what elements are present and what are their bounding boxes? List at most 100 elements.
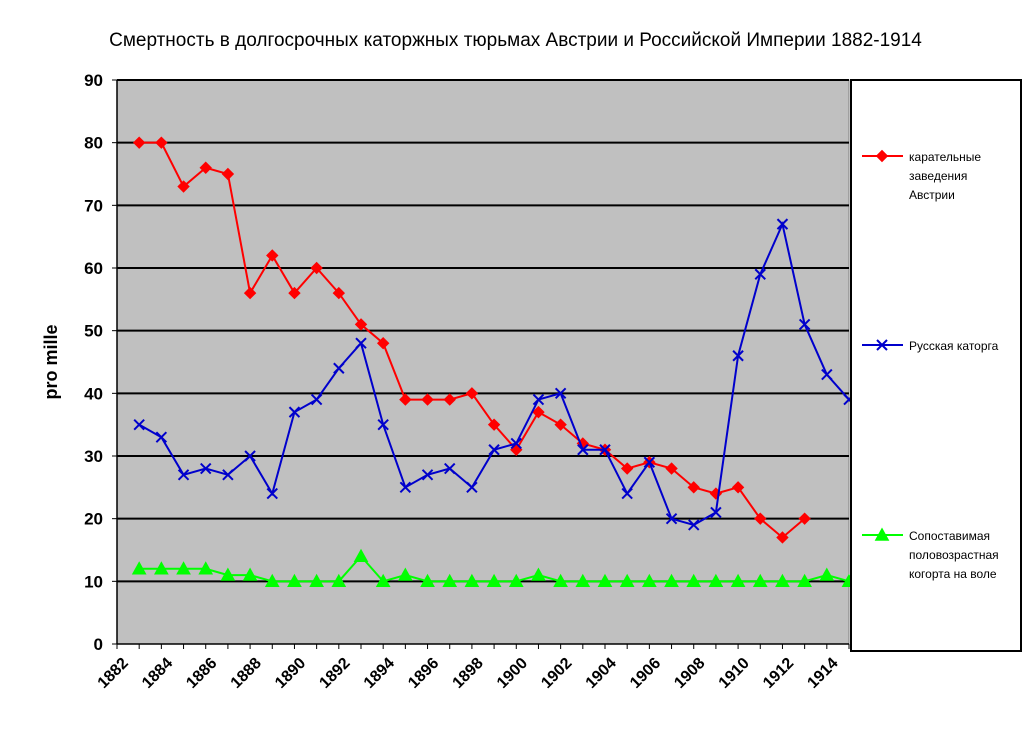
data-point [665, 512, 678, 525]
data-point-stroke [821, 368, 833, 381]
y-tick-label: 90 [84, 71, 103, 90]
data-point [776, 218, 789, 230]
data-point-stroke [621, 487, 633, 500]
data-point-stroke [665, 512, 678, 525]
data-point-stroke [444, 462, 456, 475]
data-point [155, 136, 168, 149]
data-point [131, 561, 147, 575]
data-point [488, 444, 500, 456]
data-point [220, 567, 236, 581]
data-point [288, 406, 301, 418]
data-point [619, 573, 635, 588]
x-tick-label: 1892 [316, 655, 353, 692]
data-point-stroke [798, 318, 811, 331]
data-point-stroke [377, 418, 389, 431]
data-point [354, 318, 368, 331]
data-point-stroke [333, 362, 345, 374]
legend-label: карательные [909, 150, 981, 164]
data-point [309, 573, 324, 588]
data-point-stroke [510, 437, 522, 450]
data-point-stroke [155, 431, 168, 443]
x-tick-label: 1914 [804, 655, 841, 692]
data-point [288, 286, 301, 300]
legend-label: Русская каторга [909, 339, 999, 353]
data-point [377, 418, 389, 431]
data-point [875, 149, 889, 163]
data-point [465, 387, 479, 400]
data-point [487, 418, 501, 431]
data-point [353, 548, 369, 562]
data-point [664, 573, 679, 588]
data-point [819, 567, 835, 581]
data-point [577, 444, 589, 456]
x-tick-label: 1890 [272, 655, 309, 692]
data-point-stroke [133, 418, 145, 431]
data-point [443, 393, 456, 406]
data-point [155, 431, 168, 443]
data-point [731, 481, 745, 494]
data-point-stroke [643, 456, 656, 468]
data-point [531, 567, 546, 581]
data-point [287, 573, 302, 588]
series-2 [133, 218, 855, 531]
data-point [688, 519, 700, 531]
legend-item-1: карательные заведения Австрии [862, 149, 981, 202]
data-point [466, 481, 478, 494]
x-tick-label: 1882 [95, 655, 132, 692]
x-tick-label: 1906 [627, 655, 664, 692]
series-3 [131, 548, 857, 588]
data-point [398, 567, 413, 581]
legend: карательные заведения Австрии Русская катор… [850, 79, 1022, 652]
data-point [331, 573, 347, 588]
data-point [597, 573, 613, 588]
data-point [333, 362, 345, 374]
data-point [621, 487, 633, 500]
data-point-stroke [688, 519, 700, 531]
plot-area [116, 79, 850, 645]
data-point [554, 418, 567, 431]
data-point [444, 462, 456, 475]
x-tick-label: 1910 [716, 655, 753, 692]
data-point [732, 350, 744, 362]
data-point [399, 393, 412, 406]
legend-label: когорта на воле [909, 567, 997, 581]
data-point [776, 531, 789, 544]
data-point-stroke [288, 406, 301, 418]
y-tick-label: 40 [84, 384, 103, 403]
data-point [266, 249, 279, 262]
data-point [464, 573, 480, 588]
x-tick-label: 1886 [183, 655, 220, 692]
data-point [332, 286, 346, 300]
data-point-stroke [200, 462, 212, 475]
data-point [310, 261, 323, 275]
y-tick-label: 20 [84, 510, 103, 529]
data-point [200, 462, 212, 475]
data-point-stroke [710, 506, 722, 519]
data-point [486, 573, 502, 588]
x-tick-label: 1904 [583, 655, 620, 692]
y-tick-label: 30 [84, 447, 103, 466]
data-point-stroke [876, 339, 888, 351]
data-point [754, 512, 767, 525]
legend-box [850, 79, 1022, 652]
data-point [798, 318, 811, 331]
data-point [264, 573, 280, 588]
y-tick-label: 10 [84, 572, 103, 591]
data-point [876, 339, 888, 351]
x-tick-label: 1884 [139, 655, 176, 692]
y-tick-label: 50 [84, 322, 103, 341]
plot-background [116, 79, 850, 645]
data-point [176, 561, 191, 575]
x-tick-label: 1912 [760, 655, 797, 692]
data-point-stroke [355, 337, 367, 349]
data-point [554, 387, 567, 400]
data-point-stroke [532, 393, 545, 406]
data-point [730, 573, 746, 588]
data-point [198, 561, 214, 575]
data-point [798, 512, 811, 525]
data-point [642, 573, 657, 588]
data-point [821, 368, 833, 381]
data-point [177, 180, 190, 193]
x-tick-label: 1908 [671, 655, 708, 692]
